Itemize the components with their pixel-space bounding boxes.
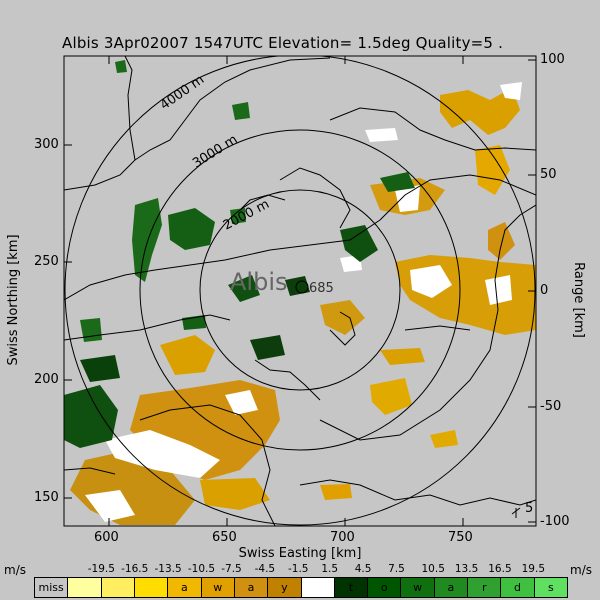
range-tick-minus100: -100 [540,514,570,529]
legend-threshold: -16.5 [121,563,149,575]
legend-threshold: -4.5 [254,563,276,575]
y-tick-250: 250 [34,254,59,269]
x-tick-650: 650 [212,530,237,545]
legend-cell: w [200,578,234,597]
legend-threshold: 19.5 [521,563,546,575]
y-axis-label-right: Range [km] [571,262,586,338]
corner-number: 5 [525,501,533,516]
legend-threshold: 1.5 [321,563,339,575]
y-axis-label-left: Swiss Northing [km] [6,234,21,366]
legend-cell: a [233,578,268,597]
legend-threshold: 4.5 [354,563,372,575]
legend-cell [133,578,168,597]
legend-threshold: 7.5 [388,563,405,575]
legend-threshold: 10.5 [421,563,445,575]
station-code: 685 [309,281,334,296]
legend-threshold: -19.5 [87,563,115,575]
x-tick-750: 750 [448,530,473,545]
range-rings [64,56,536,526]
x-axis-label: Swiss Easting [km] [238,546,362,561]
legend-unit-right: m/s [570,563,592,577]
velocity-legend: miss a w a y t o w a r d s [34,577,568,598]
legend-threshold: 16.5 [488,563,512,575]
map-contours [64,56,536,526]
station-marker [295,280,309,294]
legend-cell [67,578,101,597]
legend-cell: a [433,578,468,597]
legend-threshold: -1.5 [288,563,309,575]
x-tick-600: 600 [94,530,119,545]
station-label: Albis [230,268,288,296]
legend-cell: y [267,578,301,597]
legend-cell: miss [35,578,68,597]
range-tick-minus50: -50 [540,399,562,414]
legend-unit-left: m/s [4,563,26,577]
legend-threshold: -10.5 [187,563,216,575]
range-tick-100: 100 [540,52,565,67]
range-tick-50: 50 [540,167,557,182]
y-tick-200: 200 [34,372,59,387]
axis-ticks [64,56,536,526]
y-tick-300: 300 [34,137,59,152]
legend-cell: o [367,578,401,597]
y-tick-150: 150 [34,490,59,505]
echo-zero [85,82,522,522]
x-tick-700: 700 [330,530,355,545]
legend-cell [100,578,134,597]
legend-cell: d [500,578,534,597]
legend-threshold: -7.5 [221,563,242,575]
legend-cell: t [333,578,368,597]
map-title: Albis 3Apr02007 1547UTC Elevation= 1.5de… [62,34,504,52]
legend-threshold: 13.5 [454,563,479,575]
legend-cell: w [400,578,434,597]
legend-cell: a [167,578,201,597]
range-tick-0: 0 [540,283,549,298]
legend-cell [300,578,334,597]
legend-cell: s [533,578,567,597]
corner-mark [511,507,521,518]
legend-cell: r [467,578,501,597]
legend-threshold: -13.5 [154,563,182,575]
